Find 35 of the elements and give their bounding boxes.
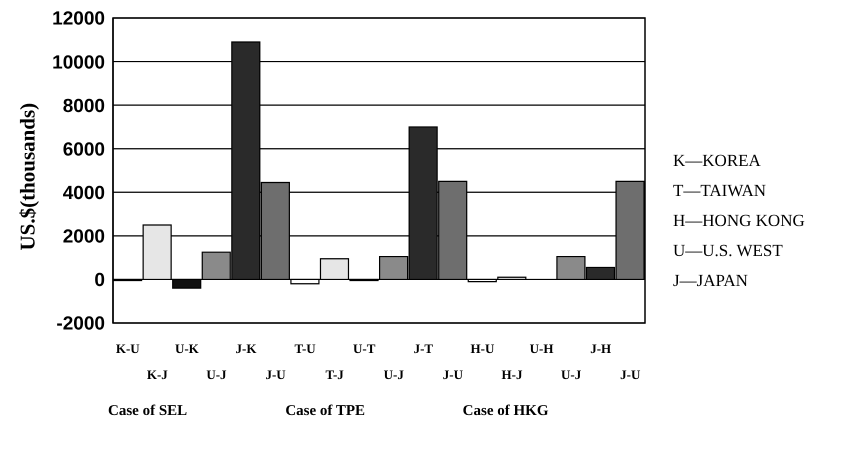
x-tick-label: U-J (206, 367, 228, 382)
x-tick-label: H-J (502, 367, 523, 382)
y-tick-label: 0 (94, 270, 105, 292)
x-tick-label: U-K (174, 341, 200, 356)
text: T—TAIWAN (673, 180, 768, 202)
x-tick-label: U-J (561, 367, 582, 382)
x-tick-label: T-U (294, 341, 316, 356)
x-tick-label: J-U (620, 367, 641, 382)
y-tick-label: 10000 (52, 52, 105, 74)
text: Case of HKG (462, 403, 548, 420)
x-tick-label: U-T (353, 341, 376, 356)
x-tick-label: J-U (442, 367, 464, 382)
text: K—KOREA (673, 150, 762, 172)
y-tick-label: -2000 (56, 314, 105, 335)
y-tick-label: 8000 (62, 96, 105, 117)
y-tick-label: 6000 (62, 139, 105, 160)
y-tick-label: 2000 (62, 226, 105, 248)
x-tick-label: U-H (530, 341, 554, 356)
x-tick-label: J-T (414, 341, 434, 356)
text: H—HONG KONG (673, 210, 805, 232)
y-axis-title: US.$(thousands) (15, 102, 40, 250)
x-tick-label: T-J (326, 367, 344, 382)
x-tick-label: J-H (590, 341, 612, 356)
text: U—U.S. WEST (673, 240, 784, 262)
x-tick-label: J-K (236, 341, 258, 356)
y-tick-label: 12000 (52, 8, 105, 30)
x-tick-label: U-J (384, 367, 404, 382)
text: Case of SEL (108, 403, 188, 420)
text: J—JAPAN (673, 270, 749, 292)
x-tick-label: J-U (265, 367, 286, 382)
x-tick-label: K-U (116, 341, 140, 356)
text: Case of TPE (285, 403, 366, 420)
x-tick-label: H-U (470, 341, 495, 356)
x-tick-label: K-J (146, 367, 168, 382)
y-tick-label: 4000 (62, 183, 105, 204)
